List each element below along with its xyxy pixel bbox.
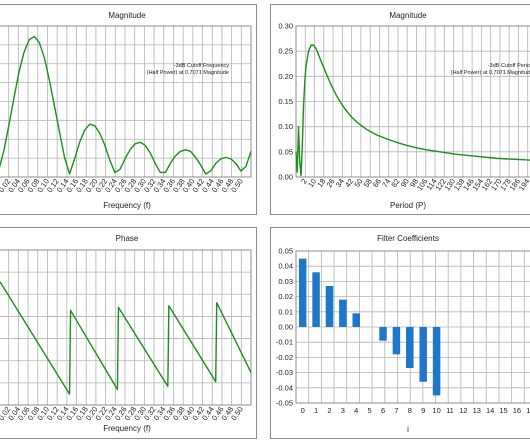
x-tick-label: 15 (499, 406, 507, 415)
x-tick-label: 82 (389, 177, 401, 189)
plot-frame (0, 249, 252, 406)
x-tick-label: 66 (371, 177, 383, 189)
chart-title: Magnitude (108, 11, 146, 20)
magnitude-period-chart: Magnitude Period (P) 0.30 0.25 0.20 0.15 0.10 0… (270, 4, 530, 215)
x-tick-label: 6 (381, 406, 385, 415)
x-tick-label: 5 (368, 406, 372, 415)
cutoff-annotation: -3dB Cutoff Frequency (174, 63, 229, 69)
x-tick-label: 26 (325, 177, 337, 189)
y-tick-label: -0.05 (276, 399, 293, 408)
coefficient-bar (406, 327, 414, 369)
coefficient-bar (339, 299, 347, 327)
y-tick-label: 0.05 (278, 247, 293, 256)
x-tick-label: 2 (299, 177, 309, 186)
x-tick-label: 0 (301, 406, 305, 415)
y-tick-label: 0.00 (278, 173, 293, 182)
gridlines (0, 249, 252, 406)
x-tick-label: 42 (343, 177, 355, 189)
coefficient-bar (419, 327, 427, 382)
x-axis-label: i (407, 425, 409, 434)
x-tick-label: 18 (315, 177, 327, 189)
y-tick-label: 0.05 (278, 147, 293, 156)
x-tick-label: 13 (473, 406, 481, 415)
chart-svg: Filter Coefficients i 0.05 0.04 0.03 0.02 0.01… (276, 234, 530, 434)
x-tick-label: 8 (408, 406, 412, 415)
x-axis-label: Period (P) (390, 201, 426, 210)
coefficient-bar (392, 327, 401, 355)
gridlines (0, 25, 252, 178)
x-tick-label: 16 (513, 406, 521, 415)
coefficient-bar (312, 272, 320, 327)
x-tick-label: 194 (517, 177, 530, 192)
y-tick-label: 0.00 (278, 323, 293, 332)
x-tick-label: 12 (459, 406, 467, 415)
y-tick-label: 0.01 (278, 307, 293, 316)
plot-frame (295, 25, 530, 178)
y-tick-label: -0.04 (276, 383, 293, 392)
y-tick-label: 0.03 (278, 277, 293, 286)
x-tick-label: 1 (314, 406, 318, 415)
chart-title: Magnitude (389, 11, 427, 20)
x-tick-label: 50 (352, 177, 364, 189)
x-axis-label: Frequency (f) (103, 201, 151, 210)
x-tick-label: 9 (421, 406, 425, 415)
y-tick-label: -0.02 (276, 353, 293, 362)
x-tick-label: 74 (380, 177, 392, 189)
x-tick-label: 34 (334, 177, 346, 189)
plot-frame (295, 250, 530, 404)
x-tick-label: 3 (341, 406, 345, 415)
plot-frame (0, 25, 252, 178)
x-tick-label: 58 (362, 177, 374, 189)
x-tick-label: 2 (327, 406, 331, 415)
x-tick-label: 10 (306, 177, 318, 189)
phase-frequency-chart: Phase Frequency (f) 0.02 0.04 0.06 0.08 0.10 0.… (0, 227, 257, 439)
chart-title: Phase (116, 234, 139, 243)
magnitude-frequency-chart: Magnitude Frequency (f) 0.02 0.04 0.06 0.08 0.… (0, 4, 257, 215)
x-tick-label: 90 (399, 177, 411, 189)
y-tick-label: -0.01 (276, 338, 293, 347)
cutoff-annotation: (Half Power) at 0.7071 Magnitude (451, 70, 530, 76)
x-tick-label: 7 (394, 406, 398, 415)
y-tick-label: 0.30 (278, 22, 293, 31)
x-tick-label: 11 (446, 406, 454, 415)
filter-coefficients-chart: Filter Coefficients i 0.05 0.04 0.03 0.02 0.01… (270, 227, 530, 439)
y-tick-label: 0.15 (278, 97, 293, 106)
y-tick-label: -0.03 (276, 368, 293, 377)
y-tick-label: 0.04 (278, 262, 293, 271)
series-line (295, 44, 530, 177)
y-tick-label: 0.02 (278, 292, 293, 301)
cutoff-annotation: (Half Power) at 0.7071 Magnitude (147, 70, 229, 76)
x-tick-label: 10 (432, 406, 440, 415)
y-tick-label: 0.20 (278, 72, 293, 81)
gridlines (295, 25, 530, 178)
coefficient-bar (379, 327, 387, 341)
chart-title: Filter Coefficients (377, 234, 439, 243)
x-axis-label: Frequency (f) (103, 424, 151, 433)
coefficient-bar (298, 258, 307, 327)
coefficient-bar (352, 313, 360, 327)
y-tick-label: 0.25 (278, 47, 293, 56)
series-line (0, 35, 252, 175)
cutoff-annotation: -3dB Cutoff Period (488, 63, 530, 69)
x-tick-label: 4 (354, 406, 358, 415)
series-line (0, 281, 252, 395)
coefficient-bar (432, 327, 441, 396)
x-tick-label: 14 (486, 406, 494, 415)
x-tick-label: 17 (526, 406, 530, 415)
y-tick-label: 0.10 (278, 122, 293, 131)
chart-svg: Magnitude Period (P) 0.30 0.25 0.20 0.15 0.10 0… (278, 11, 530, 210)
coefficient-bar (325, 285, 334, 327)
x-tick-label: 98 (408, 177, 420, 189)
